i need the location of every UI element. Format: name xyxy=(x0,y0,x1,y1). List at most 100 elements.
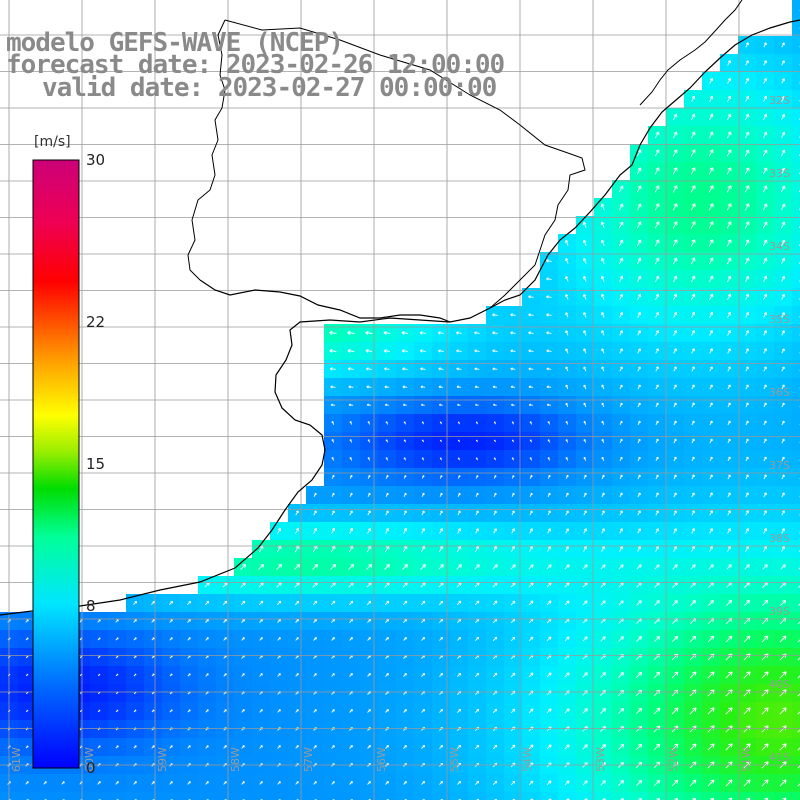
speed-cell xyxy=(792,396,800,415)
speed-cell xyxy=(216,792,235,800)
speed-cell xyxy=(126,792,145,800)
speed-cell xyxy=(792,162,800,181)
speed-cell xyxy=(792,360,800,379)
speed-cell xyxy=(792,612,800,631)
speed-cell xyxy=(792,594,800,613)
speed-cell xyxy=(306,792,325,800)
speed-cell xyxy=(792,666,800,685)
speed-cell xyxy=(54,792,73,800)
speed-cell xyxy=(792,450,800,469)
speed-cell xyxy=(792,540,800,559)
speed-cell xyxy=(792,90,800,109)
latitude-label: 36S xyxy=(769,386,790,399)
speed-cell xyxy=(36,792,55,800)
latitude-label: 37S xyxy=(769,459,790,472)
latitude-label: 34S xyxy=(769,240,790,253)
longitude-label: 61W xyxy=(10,747,23,772)
latitude-label: 32S xyxy=(769,94,790,107)
speed-cell xyxy=(792,0,800,19)
speed-cell xyxy=(522,792,541,800)
speed-cell xyxy=(792,108,800,127)
speed-cell xyxy=(792,180,800,199)
longitude-label: 59W xyxy=(156,747,169,772)
colorbar-tick-label: 8 xyxy=(86,597,96,615)
valid-date: valid date: 2023-02-27 00:00:00 xyxy=(42,75,496,101)
speed-cell xyxy=(792,198,800,217)
speed-cell xyxy=(360,792,379,800)
speed-cell xyxy=(792,630,800,649)
colorbar-tick-label: 30 xyxy=(86,151,105,169)
speed-cell xyxy=(288,792,307,800)
speed-cell xyxy=(792,792,800,800)
speed-cell xyxy=(792,306,800,325)
colorbar-tick-label: 15 xyxy=(86,455,105,473)
longitude-label: 53W xyxy=(594,747,607,772)
colorbar-unit-label: [m/s] xyxy=(34,134,71,150)
speed-cell xyxy=(792,738,800,757)
speed-cell xyxy=(792,648,800,667)
speed-cell xyxy=(486,792,505,800)
speed-cell xyxy=(792,126,800,145)
coastline-estuary-north xyxy=(200,280,450,322)
speed-cell xyxy=(792,36,800,55)
speed-cell xyxy=(414,792,433,800)
speed-cell xyxy=(270,792,289,800)
longitude-label: 58W xyxy=(229,747,242,772)
latitude-label: 35S xyxy=(769,313,790,326)
longitude-label: 56W xyxy=(375,747,388,772)
speed-cell xyxy=(792,216,800,235)
speed-cell xyxy=(792,378,800,397)
speed-cell xyxy=(432,792,451,800)
speed-cell xyxy=(468,792,487,800)
speed-cell xyxy=(792,504,800,523)
speed-cell xyxy=(144,792,163,800)
speed-cell xyxy=(540,792,559,800)
longitude-label: 52W xyxy=(667,747,680,772)
speed-cell xyxy=(792,486,800,505)
speed-cell xyxy=(180,792,199,800)
latitude-label: 33S xyxy=(769,167,790,180)
speed-cell xyxy=(792,414,800,433)
speed-cell xyxy=(792,720,800,739)
speed-cell xyxy=(792,432,800,451)
speed-cell xyxy=(252,792,271,800)
colorbar-tick-label: 22 xyxy=(86,313,105,331)
speed-cell xyxy=(198,792,217,800)
colorbar-tick-label: 0 xyxy=(86,759,96,777)
speed-cell xyxy=(396,792,415,800)
speed-cell xyxy=(324,792,343,800)
colorbar-gradient xyxy=(33,160,79,768)
speed-cell xyxy=(792,468,800,487)
longitude-label: 51W xyxy=(740,747,753,772)
speed-cell xyxy=(450,792,469,800)
speed-cell xyxy=(72,792,91,800)
speed-cell xyxy=(792,270,800,289)
speed-cell xyxy=(792,522,800,541)
speed-cell xyxy=(792,684,800,703)
speed-cell xyxy=(558,792,577,800)
speed-cell xyxy=(378,792,397,800)
speed-cell xyxy=(792,252,800,271)
latitude-label: 41S xyxy=(769,751,790,764)
speed-cell xyxy=(234,792,253,800)
speed-cell xyxy=(18,792,37,800)
speed-cell xyxy=(342,792,361,800)
latitude-label: 40S xyxy=(769,678,790,691)
speed-cell xyxy=(792,342,800,361)
speed-cell xyxy=(792,72,800,91)
longitude-label: 54W xyxy=(521,747,534,772)
longitude-label: 55W xyxy=(448,747,461,772)
speed-cell xyxy=(792,144,800,163)
speed-cell xyxy=(792,54,800,73)
speed-cell xyxy=(162,792,181,800)
speed-cell xyxy=(90,792,109,800)
speed-cell xyxy=(108,792,127,800)
speed-cell xyxy=(792,774,800,793)
latitude-label: 39S xyxy=(769,605,790,618)
speed-cell xyxy=(792,234,800,253)
longitude-label: 57W xyxy=(302,747,315,772)
speed-cell xyxy=(792,558,800,577)
speed-cell xyxy=(792,702,800,721)
